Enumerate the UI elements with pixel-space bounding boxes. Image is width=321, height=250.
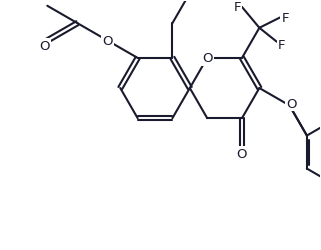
Text: O: O xyxy=(39,40,49,53)
Text: O: O xyxy=(102,35,113,48)
Text: O: O xyxy=(202,52,213,65)
Text: F: F xyxy=(233,2,241,14)
Text: O: O xyxy=(237,148,247,160)
Text: F: F xyxy=(278,39,285,52)
Text: O: O xyxy=(286,98,297,110)
Text: F: F xyxy=(282,12,289,25)
